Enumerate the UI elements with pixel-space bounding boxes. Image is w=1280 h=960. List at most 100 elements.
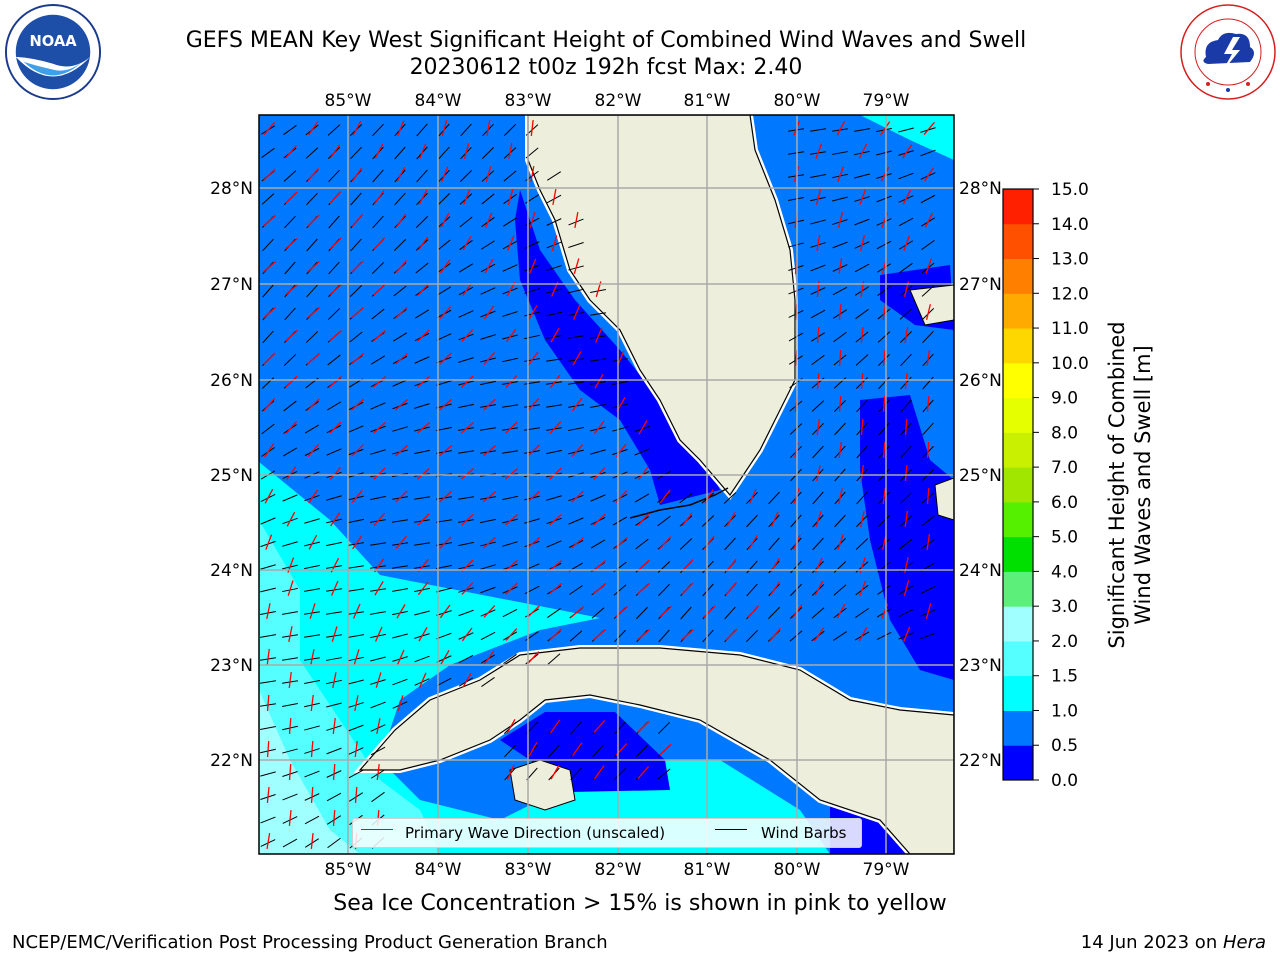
wind-barb (812, 445, 824, 459)
colorbar-segment (1003, 467, 1033, 503)
lon-label: 80°W (774, 91, 821, 111)
wind-barb (658, 583, 670, 597)
wind-barb (810, 219, 826, 225)
nws-logo-icon (1180, 4, 1276, 100)
wind-barb (372, 123, 384, 137)
wave-arrow (527, 351, 539, 366)
wind-barb (458, 357, 474, 363)
wind-barb (392, 519, 408, 523)
wave-arrow (354, 786, 358, 804)
wave-arrow (550, 328, 560, 343)
colorbar-segment (1003, 536, 1033, 572)
wave-arrow (307, 260, 320, 273)
wave-arrow (439, 398, 452, 411)
wind-barb (326, 611, 342, 615)
wind-barb (790, 583, 802, 597)
chart-title: GEFS MEAN Key West Significant Height of… (185, 28, 1027, 53)
wind-barb (458, 263, 474, 273)
colorbar-segment (1003, 675, 1033, 711)
wind-barb (328, 169, 340, 183)
wind-barb (701, 515, 715, 527)
wave-arrow (637, 766, 650, 779)
wind-barb (370, 355, 386, 365)
wave-arrow (307, 214, 320, 227)
lon-label: 79°W (863, 91, 910, 111)
wind-barb (922, 330, 934, 344)
legend-wave-label: Primary Wave Direction (unscaled) (405, 824, 666, 842)
wind-barb (590, 403, 606, 409)
wave-arrow (549, 513, 563, 526)
colorbar-tick-label: 0.0 (1051, 771, 1078, 791)
wind-barb (790, 514, 802, 528)
wave-arrow (373, 467, 386, 480)
wind-barb (283, 354, 297, 366)
wind-barb (414, 496, 430, 500)
wave-arrow (331, 626, 338, 642)
lon-label: 85°W (325, 860, 372, 880)
chart-subtitle: 20230612 t00z 192h fcst Max: 2.40 (409, 55, 803, 80)
wind-barb (900, 353, 912, 367)
wave-arrow (395, 260, 408, 273)
wave-arrow (396, 604, 406, 619)
wind-barb (832, 241, 848, 249)
wind-barb (502, 217, 518, 227)
wave-arrow (637, 513, 650, 526)
wave-arrow (505, 328, 517, 343)
wave-arrow (725, 628, 738, 641)
wind-barb (832, 151, 848, 155)
wind-barb (502, 311, 518, 317)
lon-label: 81°W (684, 860, 731, 880)
wave-arrow (814, 580, 824, 596)
wind-barb (458, 310, 474, 318)
wave-arrow (528, 304, 538, 320)
colorbar (1002, 188, 1034, 781)
footer-date-text: 14 Jun 2023 on (1080, 932, 1223, 953)
wind-barb (811, 400, 825, 412)
wind-barb (458, 403, 474, 409)
wave-arrow (860, 418, 864, 436)
lat-label: 23°N (959, 656, 1002, 676)
wind-barb (833, 631, 847, 641)
wind-barb (634, 448, 650, 456)
wave-arrow (416, 422, 431, 434)
wave-arrow (483, 398, 496, 411)
wave-arrow (285, 375, 298, 388)
wind-barb (900, 399, 912, 413)
wind-barb (612, 380, 628, 386)
wind-barb (370, 701, 386, 709)
colorbar-tick-label: 1.5 (1051, 667, 1078, 687)
wave-arrow (350, 353, 365, 365)
wind-barb (480, 586, 496, 594)
wind-barb (459, 170, 473, 182)
wind-barb (304, 424, 320, 434)
wind-barb (568, 335, 584, 339)
wave-arrow (460, 468, 475, 480)
wind-barb (614, 629, 626, 643)
map-frame (258, 114, 955, 855)
lat-label: 27°N (210, 275, 253, 295)
colorbar-frame (1002, 188, 1034, 781)
wind-barb (370, 449, 386, 455)
wind-barb (480, 631, 496, 641)
wind-barb (856, 491, 868, 505)
wind-barb (812, 537, 824, 551)
wind-barb (657, 515, 671, 527)
wave-arrow (926, 441, 930, 459)
wave-arrow (396, 166, 406, 182)
legend-wave-swatch (361, 829, 393, 830)
wind-barb (502, 264, 518, 272)
wind-barb (393, 239, 407, 251)
wave-arrow (461, 421, 474, 434)
wave-arrow (882, 395, 886, 413)
colorbar-tick-label: 8.0 (1051, 423, 1078, 443)
wave-arrow (859, 580, 867, 596)
wind-barb (546, 218, 562, 226)
wave-arrow (441, 120, 448, 136)
lon-label: 85°W (325, 91, 372, 111)
wave-arrow (308, 121, 319, 136)
wind-barb (348, 425, 364, 433)
wave-arrow (418, 627, 428, 642)
wind-barb (260, 587, 276, 593)
wave-arrow (352, 167, 363, 182)
